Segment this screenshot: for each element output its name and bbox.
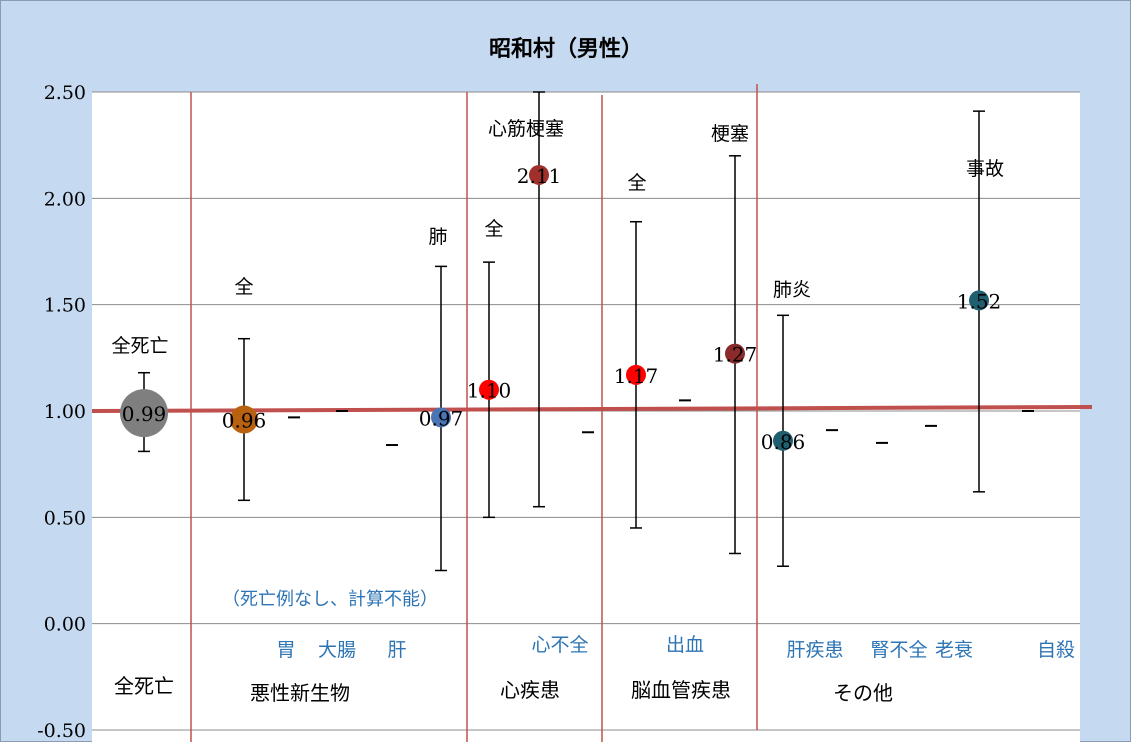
y-tick-label: 0.50 (44, 507, 86, 529)
category-label: 梗塞 (711, 123, 749, 145)
category-label: 事故 (966, 158, 1004, 180)
note-no-deaths: （死亡例なし、計算不能） (222, 589, 438, 610)
category-label: 心不全 (531, 634, 588, 656)
category-label: 全死亡 (111, 335, 168, 357)
group-label: 悪性新生物 (250, 681, 350, 705)
category-label: 全 (484, 218, 503, 240)
y-tick-label: 1.00 (44, 401, 86, 423)
category-label: 全 (234, 276, 253, 298)
group-label: 脳血管疾患 (631, 678, 731, 702)
y-tick-label: 1.50 (44, 295, 86, 317)
value-label: 1.10 (467, 379, 512, 403)
group-label: その他 (833, 681, 893, 705)
value-label: 1.27 (713, 343, 758, 367)
category-label: 全 (627, 172, 646, 194)
chart-title: 昭和村（男性） (489, 36, 643, 62)
y-tick-label: 2.50 (44, 82, 86, 104)
y-tick-label: -0.50 (37, 720, 86, 742)
category-label: 肝疾患 (786, 639, 843, 661)
category-label: 肺 (428, 226, 447, 248)
value-label: 2.11 (517, 164, 562, 188)
y-tick-label: 2.00 (44, 188, 86, 210)
value-label: 0.99 (122, 402, 167, 426)
group-label: 全死亡 (114, 674, 174, 698)
category-label: 出血 (666, 634, 704, 656)
category-label: 胃 (276, 639, 295, 661)
category-label: 老衰 (935, 639, 973, 661)
group-label: 心疾患 (500, 678, 560, 702)
category-label: 自殺 (1037, 639, 1075, 661)
value-label: 0.86 (761, 430, 806, 454)
value-label: 1.17 (614, 364, 659, 388)
value-label: 1.52 (957, 289, 1002, 313)
category-label: 心筋梗塞 (488, 118, 564, 140)
category-label: 肺炎 (773, 279, 811, 301)
category-label: 大腸 (318, 639, 356, 661)
category-label: 肝 (387, 639, 406, 661)
y-tick-label: 0.00 (44, 614, 86, 636)
value-label: 0.97 (419, 406, 464, 430)
value-label: 0.96 (222, 409, 267, 433)
category-label: 腎不全 (870, 639, 927, 661)
